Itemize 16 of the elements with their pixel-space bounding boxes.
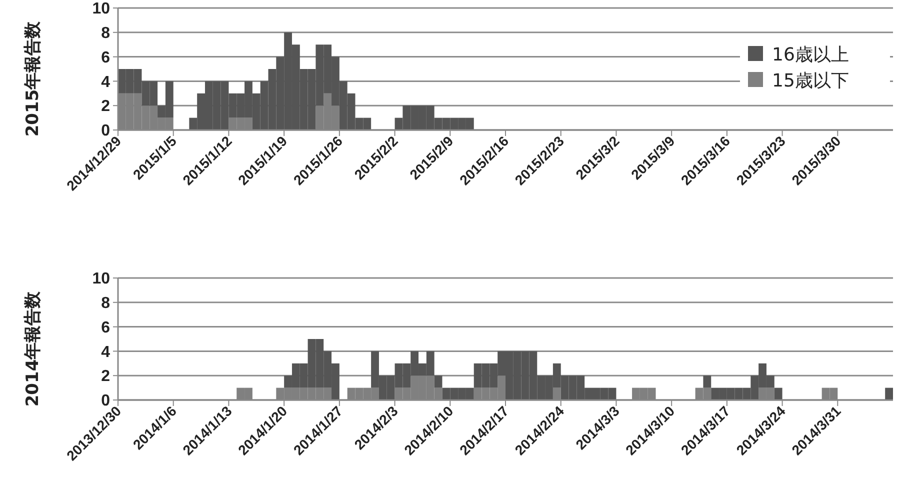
y-tick-label: 10 <box>92 0 110 18</box>
y-tick-label: 6 <box>101 319 110 336</box>
y-tick-label: 8 <box>101 295 110 312</box>
legend-label: 15歳以下 <box>772 70 849 92</box>
y-tick-label: 8 <box>101 25 110 42</box>
y-tick-label: 0 <box>101 392 110 410</box>
y-tick-label: 6 <box>101 49 110 66</box>
y-tick-label: 10 <box>92 270 110 288</box>
y-tick-label: 2 <box>101 368 110 386</box>
y-tick-label: 4 <box>101 74 110 91</box>
y-axis-title: 2014年報告数 <box>23 290 43 407</box>
legend-label: 16歳以上 <box>772 44 849 66</box>
y-axis-title: 2015年報告数 <box>23 20 43 137</box>
y-tick-label: 0 <box>101 122 110 140</box>
y-tick-label: 4 <box>101 344 110 361</box>
y-tick-label: 2 <box>101 98 110 116</box>
